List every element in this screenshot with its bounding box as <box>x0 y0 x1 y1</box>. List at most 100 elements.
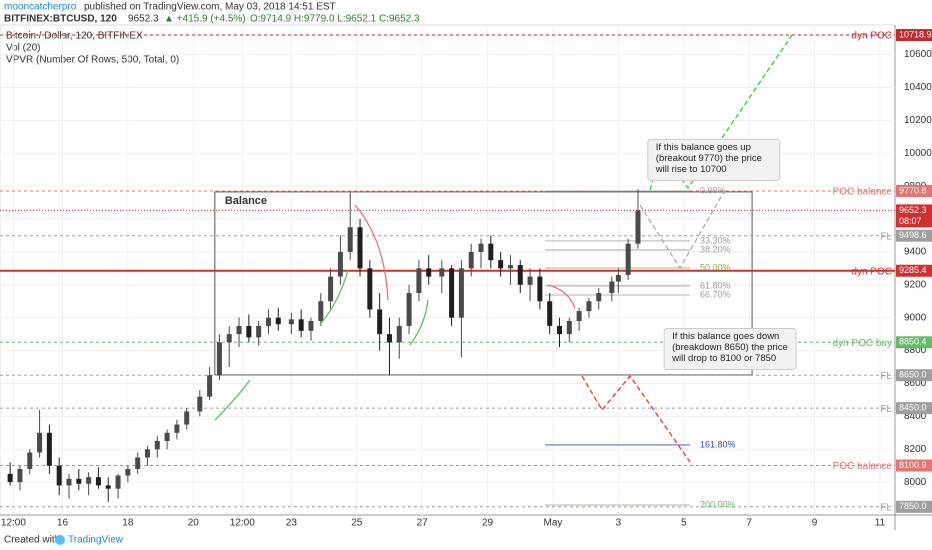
candle-body <box>216 342 222 376</box>
callout-box <box>647 138 781 181</box>
countdown: 08:07 <box>899 216 922 226</box>
level-name: POC balance <box>833 187 893 198</box>
y-tick-label: 8000 <box>904 477 927 488</box>
candle-body <box>507 265 513 269</box>
candle-body <box>308 320 314 331</box>
indicator[interactable]: Bitcoin / Dollar, 120, BITFINEX <box>6 31 143 42</box>
footer: Created with TradingView <box>4 535 124 546</box>
candle-body <box>95 477 101 486</box>
author[interactable]: mooncatcherpro <box>4 2 77 13</box>
callout-text: If this balance goes up <box>656 142 751 153</box>
callout-text: will rise to 10700 <box>655 164 727 175</box>
current-price-label: 9652.3 <box>899 205 927 215</box>
candle-body <box>46 432 52 466</box>
arc-arrow <box>214 379 251 421</box>
candle-body <box>406 293 412 326</box>
x-tick-label: 3 <box>616 518 622 529</box>
x-tick-label: 23 <box>286 518 298 529</box>
candle-body <box>357 227 363 269</box>
balance-box <box>214 191 753 376</box>
price-tag <box>896 459 932 472</box>
candle-body <box>596 293 602 302</box>
candle-body <box>386 334 392 343</box>
x-tick-label: 7 <box>746 518 752 529</box>
x-tick-label: 27 <box>417 518 429 529</box>
candle-body <box>246 325 252 338</box>
price-tag <box>896 29 932 42</box>
candle-body <box>115 475 121 489</box>
header: mooncatcherpro published on TradingView.… <box>4 2 420 25</box>
indicator[interactable]: VPVR (Number Of Rows, 500, Total, 0) <box>6 55 179 66</box>
candle-body <box>105 485 111 489</box>
candle-body <box>207 375 213 397</box>
x-tick-label: 20 <box>188 518 200 529</box>
candle-body <box>576 311 582 321</box>
level-name: dyn POC <box>851 31 892 42</box>
candle-body <box>498 260 504 269</box>
last-price: 9652.3 <box>128 14 159 25</box>
price-tag-label: 9285.4 <box>899 265 927 275</box>
candle-body <box>527 276 533 285</box>
y-tick-label: 10400 <box>904 82 932 93</box>
candle-body <box>517 265 523 285</box>
indicator[interactable]: Vol (20) <box>6 43 40 54</box>
candle-body <box>625 243 631 275</box>
candle-body <box>17 468 23 483</box>
y-tick-label: 9200 <box>904 279 927 290</box>
arc-arrow <box>319 269 349 326</box>
x-tick-label: May <box>544 518 563 529</box>
price-tag <box>896 402 932 415</box>
price-tag-label: 9770.8 <box>899 185 927 195</box>
candle-body <box>367 268 373 310</box>
candle-body <box>27 452 33 469</box>
y-tick-label: 9000 <box>904 312 927 323</box>
candle-body <box>566 320 572 335</box>
candle-body <box>174 424 180 433</box>
y-tick-label: 10000 <box>904 148 932 159</box>
price-tag <box>896 229 932 242</box>
candle-body <box>184 411 190 425</box>
fib-label: 50.00% <box>700 262 731 272</box>
retest-projection <box>639 189 726 270</box>
price-tag <box>896 500 932 513</box>
candle-body <box>265 317 271 326</box>
y-tick-label: 10600 <box>904 49 932 60</box>
fib-label: 38.20% <box>700 244 731 254</box>
level-name: POC balance <box>833 461 893 472</box>
fib-label: 200.00% <box>700 499 736 509</box>
callout-box <box>663 327 797 370</box>
candle-body <box>556 325 562 335</box>
candle-body <box>288 319 294 325</box>
candle-body <box>468 251 474 269</box>
candle-body <box>86 477 92 484</box>
candle-body <box>56 465 62 486</box>
level-name: dyn POC buy <box>833 338 892 349</box>
candle-body <box>256 325 262 338</box>
callout-text: If this balance goes down <box>672 331 779 342</box>
candle-body <box>328 276 334 302</box>
y-tick-label: 8400 <box>904 411 927 422</box>
x-tick-label: 29 <box>482 518 494 529</box>
price-tag-label: 9498.6 <box>899 230 927 240</box>
projections <box>214 34 793 463</box>
candle-body <box>318 301 324 321</box>
arc-arrow <box>409 299 429 346</box>
x-tick-label: 12:00 <box>230 518 255 529</box>
candle-body <box>337 251 343 277</box>
callout-text: will drop to 8100 or 7850 <box>671 353 776 364</box>
current-price-tag <box>896 204 932 228</box>
fib-label: 0.00% <box>700 185 726 195</box>
candle-body <box>426 268 432 277</box>
footer-brand[interactable]: TradingView <box>68 535 124 546</box>
candle-body <box>416 268 422 294</box>
candle-body <box>144 449 150 458</box>
candle-body <box>164 432 170 442</box>
price-tag-label: 8450.0 <box>899 402 927 412</box>
up-projection <box>649 34 793 191</box>
callout-text: (breakdown 8650) the price <box>672 342 788 353</box>
level-name: FL <box>880 404 892 415</box>
footer-created: Created with <box>4 535 60 546</box>
ohlc: O:9714.9 H:9779.0 L:9652.1 C:9652.3 <box>250 14 420 25</box>
fib-label: 61.80% <box>700 280 731 290</box>
candle-body <box>377 309 383 335</box>
